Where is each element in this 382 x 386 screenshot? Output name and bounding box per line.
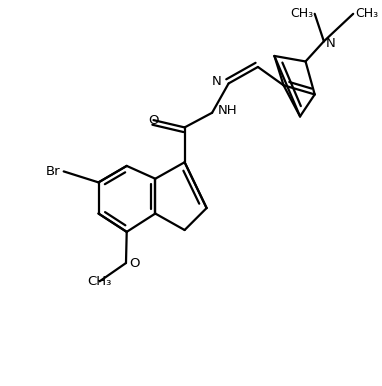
Text: CH₃: CH₃ [290,7,313,20]
Text: CH₃: CH₃ [87,275,112,288]
Text: N: N [326,37,335,50]
Text: O: O [129,257,140,269]
Text: N: N [212,75,222,88]
Text: O: O [148,113,159,127]
Text: NH: NH [218,105,237,117]
Text: CH₃: CH₃ [355,7,378,20]
Text: Br: Br [45,165,60,178]
